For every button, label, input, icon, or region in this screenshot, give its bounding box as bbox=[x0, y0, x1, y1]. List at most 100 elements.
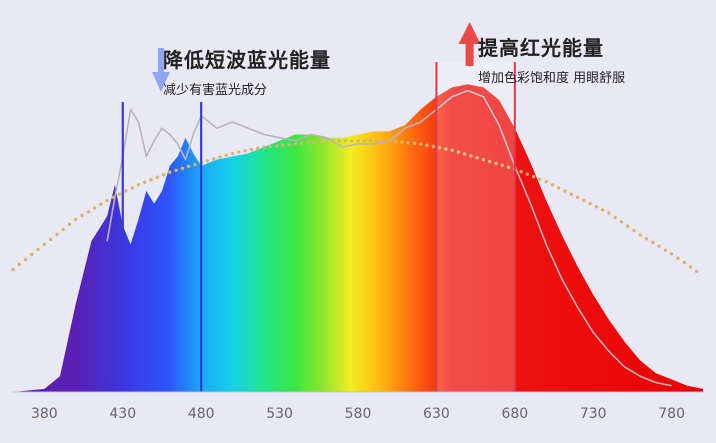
dotted-curve-dot bbox=[506, 165, 511, 169]
dotted-curve-dot bbox=[657, 244, 661, 248]
dotted-curve-dot bbox=[243, 149, 247, 153]
dotted-curve-dot bbox=[268, 144, 272, 149]
dotted-curve-dot bbox=[613, 215, 617, 220]
dotted-curve-dot bbox=[224, 153, 228, 157]
dotted-curve-dot bbox=[481, 157, 486, 162]
up-arrow-icon bbox=[458, 22, 481, 66]
dotted-curve-dot bbox=[36, 247, 40, 252]
dotted-curve-dot bbox=[262, 145, 266, 149]
dotted-curve-dot bbox=[99, 202, 103, 206]
dotted-curve-dot bbox=[500, 163, 504, 167]
dotted-curve-dot bbox=[174, 168, 178, 172]
dotted-curve-dot bbox=[557, 186, 561, 190]
dotted-curve-dot bbox=[205, 159, 210, 163]
dotted-curve-dot bbox=[651, 240, 655, 245]
dotted-curve-dot bbox=[538, 177, 542, 181]
dotted-curve-dot bbox=[155, 175, 159, 179]
blue-annotation-title: 降低短波蓝光能量 bbox=[163, 48, 331, 72]
dotted-curve-dot bbox=[531, 174, 536, 179]
dotted-curve-dot bbox=[494, 161, 498, 166]
dotted-curve-dot bbox=[67, 222, 72, 226]
dotted-curve-dot bbox=[644, 237, 649, 241]
dotted-curve-dot bbox=[105, 198, 109, 203]
dotted-curve-dot bbox=[550, 183, 555, 187]
dotted-curve-dot bbox=[237, 150, 241, 154]
dotted-curve-dot bbox=[695, 269, 699, 274]
dotted-curve-dot bbox=[450, 148, 454, 152]
dotted-curve-dot bbox=[607, 211, 611, 215]
dotted-curve-dot bbox=[249, 147, 254, 152]
red-annotation-title: 提高红光能量 bbox=[478, 36, 604, 60]
dotted-curve-dot bbox=[688, 265, 693, 269]
dotted-curve-dot bbox=[218, 155, 222, 159]
x-tick-label: 730 bbox=[580, 406, 607, 422]
red-annotation-subtitle: 增加色彩饱和度 用眼舒服 bbox=[478, 71, 626, 86]
dotted-curve-dot bbox=[350, 139, 354, 143]
dotted-curve-dot bbox=[400, 140, 404, 144]
dotted-curve-dot bbox=[306, 141, 310, 145]
dotted-curve-dot bbox=[30, 252, 34, 257]
dotted-curve-dot bbox=[86, 210, 91, 214]
dotted-curve-dot bbox=[682, 260, 686, 265]
dotted-curve-dot bbox=[600, 208, 605, 212]
dotted-curve-dot bbox=[393, 139, 398, 144]
dotted-curve-dot bbox=[437, 146, 442, 150]
dotted-curve-dot bbox=[375, 139, 379, 143]
dotted-curve-dot bbox=[425, 143, 429, 147]
red-light-annotation: 提高红光能量 增加色彩饱和度 用眼舒服 bbox=[478, 32, 625, 86]
dotted-curve-dot bbox=[287, 142, 291, 147]
dotted-curve-dot bbox=[324, 139, 329, 143]
dotted-curve-dot bbox=[17, 262, 21, 267]
x-tick-label: 430 bbox=[109, 406, 136, 422]
dotted-curve-dot bbox=[136, 183, 141, 187]
dotted-curve-dot bbox=[74, 217, 78, 221]
dotted-curve-dot bbox=[406, 141, 410, 145]
dotted-curve-dot bbox=[55, 232, 59, 237]
reference-gray-curve bbox=[106, 89, 672, 387]
dotted-curve-dot bbox=[193, 163, 197, 167]
dotted-reference-curve bbox=[11, 139, 699, 274]
dotted-curve-dot bbox=[23, 257, 28, 262]
dotted-curve-dot bbox=[632, 228, 636, 233]
dotted-curve-dot bbox=[356, 139, 360, 143]
dotted-curve-dot bbox=[293, 142, 297, 146]
dotted-curve-dot bbox=[582, 198, 586, 203]
dotted-curve-dot bbox=[143, 180, 147, 184]
dotted-curve-dot bbox=[180, 166, 185, 171]
dotted-curve-dot bbox=[331, 139, 335, 143]
dotted-curve-dot bbox=[638, 233, 642, 237]
x-tick-label: 480 bbox=[188, 406, 215, 422]
x-tick-label: 630 bbox=[423, 406, 450, 422]
dotted-curve-dot bbox=[124, 189, 128, 193]
dotted-curve-dot bbox=[544, 179, 548, 184]
x-tick-label: 380 bbox=[31, 406, 58, 422]
dotted-curve-dot bbox=[368, 139, 373, 143]
dotted-curve-dot bbox=[626, 224, 630, 228]
dotted-curve-dot bbox=[312, 140, 316, 144]
dotted-curve-dot bbox=[230, 151, 235, 156]
dotted-curve-dot bbox=[456, 150, 461, 154]
dotted-curve-dot bbox=[419, 142, 423, 146]
dotted-curve-dot bbox=[80, 213, 84, 218]
dotted-curve-dot bbox=[281, 143, 285, 147]
dotted-curve-dot bbox=[663, 248, 668, 252]
dotted-curve-dot bbox=[676, 256, 680, 260]
dotted-curve-dot bbox=[111, 195, 116, 199]
dotted-curve-dot bbox=[563, 189, 567, 193]
x-tick-label: 580 bbox=[345, 406, 372, 422]
dotted-curve-dot bbox=[488, 159, 492, 164]
dotted-curve-dot bbox=[519, 169, 523, 174]
band-markers bbox=[121, 62, 516, 392]
dotted-curve-dot bbox=[274, 144, 279, 148]
dotted-curve-dot bbox=[130, 186, 134, 190]
x-tick-label: 780 bbox=[658, 406, 685, 422]
blue-light-annotation: 降低短波蓝光能量 减少有害蓝光成分 bbox=[163, 44, 331, 98]
dotted-curve-dot bbox=[255, 146, 260, 150]
dotted-curve-dot bbox=[168, 170, 172, 174]
dotted-curve-dot bbox=[381, 139, 385, 143]
dotted-curve-dot bbox=[186, 164, 191, 169]
gray-reference-line bbox=[106, 89, 672, 387]
dotted-curve-dot bbox=[48, 237, 53, 242]
dotted-curve-dot bbox=[337, 139, 341, 143]
